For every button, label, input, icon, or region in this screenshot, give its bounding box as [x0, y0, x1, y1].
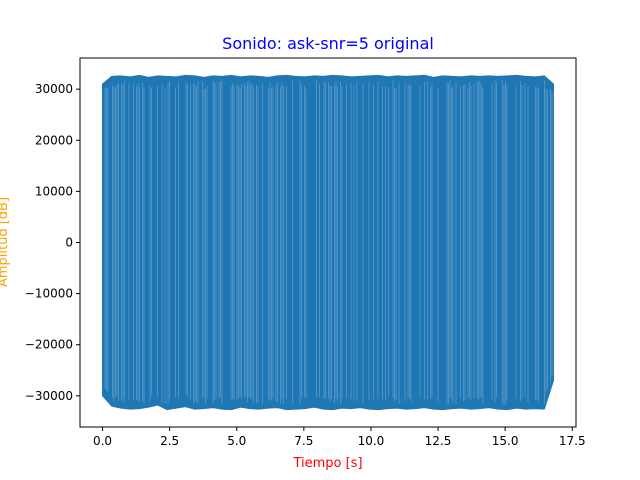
chart-title: Sonido: ask-snr=5 original [222, 34, 434, 53]
signal-waveform [102, 74, 554, 411]
x-tick-label: 17.5 [559, 434, 586, 448]
y-tick-label: 0 [65, 236, 73, 250]
x-axis-label: Tiempo [s] [292, 456, 362, 471]
y-tick-label: −20000 [25, 338, 73, 352]
x-tick-label: 5.0 [227, 434, 246, 448]
x-tick-label: 15.0 [492, 434, 519, 448]
signal-series [102, 74, 554, 411]
x-tick-label: 7.5 [294, 434, 313, 448]
x-tick-label: 0.0 [93, 434, 112, 448]
y-tick-label: −30000 [25, 389, 73, 403]
x-axis: 0.0 2.5 5.0 7.5 10.0 12.5 15.0 17.5 [93, 427, 586, 448]
y-axis-label: Amplitud [dB] [0, 197, 11, 287]
y-tick-label: −10000 [25, 287, 73, 301]
x-tick-label: 10.0 [358, 434, 385, 448]
y-tick-label: 20000 [35, 133, 73, 147]
y-axis: −30000 −20000 −10000 0 10000 20000 30000 [25, 82, 80, 403]
x-tick-label: 12.5 [425, 434, 452, 448]
y-tick-label: 30000 [35, 82, 73, 96]
x-tick-label: 2.5 [160, 434, 179, 448]
y-tick-label: 10000 [35, 184, 73, 198]
